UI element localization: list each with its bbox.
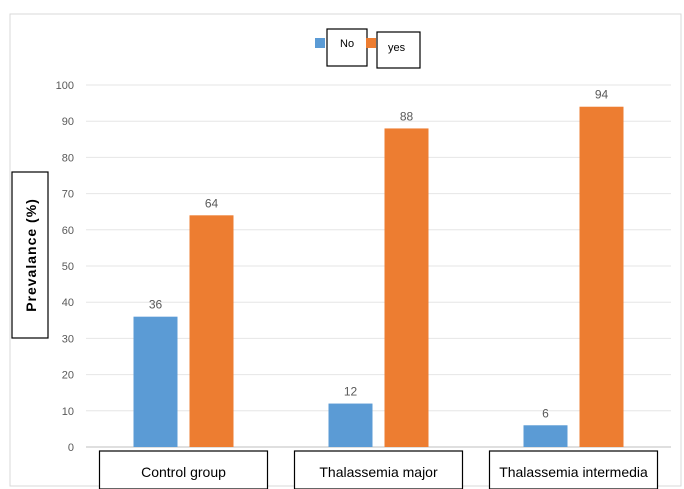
data-label: 64 xyxy=(205,196,219,210)
category-label: Thalassemia intermedia xyxy=(499,464,648,480)
category-labels: Control group Thalassemia major Thalassemi… xyxy=(98,450,659,489)
y-axis-title-box xyxy=(11,171,49,339)
bar xyxy=(189,215,234,447)
bar xyxy=(384,128,429,447)
category-label-box xyxy=(488,450,659,489)
legend-swatch-no xyxy=(315,38,325,48)
legend: No yes xyxy=(315,28,421,69)
y-tick-label: 30 xyxy=(62,333,74,345)
legend-box-no xyxy=(326,28,368,67)
y-tick-label: 40 xyxy=(62,297,74,309)
legend-swatch-yes xyxy=(366,38,376,48)
category-label-box xyxy=(98,450,269,489)
category-label: Thalassemia major xyxy=(319,464,438,480)
category-label-box xyxy=(293,450,464,489)
data-label: 6 xyxy=(542,406,549,420)
data-labels: 36 64 12 88 6 94 xyxy=(149,88,609,421)
bars xyxy=(133,106,624,447)
y-tick-label: 70 xyxy=(62,189,74,201)
bar xyxy=(523,425,568,447)
data-label: 88 xyxy=(400,109,414,123)
y-tick-label: 90 xyxy=(62,116,74,128)
data-label: 94 xyxy=(595,88,609,102)
y-tick-label: 80 xyxy=(62,152,74,164)
bar xyxy=(328,403,373,447)
data-label: 36 xyxy=(149,298,163,312)
data-label: 12 xyxy=(344,385,358,399)
y-tick-label: 50 xyxy=(62,261,74,273)
category-label: Control group xyxy=(141,464,226,480)
y-tick-label: 10 xyxy=(62,406,74,418)
bar xyxy=(579,106,624,447)
legend-label-yes: yes xyxy=(388,42,406,54)
y-axis-ticks: 0 10 20 30 40 50 60 70 80 90 100 xyxy=(56,80,74,454)
legend-label-no: No xyxy=(340,38,354,50)
gridlines xyxy=(86,84,671,412)
y-tick-label: 0 xyxy=(68,442,74,454)
y-axis-title-text: Prevalance (%) xyxy=(23,198,39,312)
bar xyxy=(133,316,178,447)
y-tick-label: 100 xyxy=(56,80,74,92)
y-axis-title: Prevalance (%) xyxy=(11,171,49,339)
legend-box-yes xyxy=(376,31,421,69)
y-tick-label: 60 xyxy=(62,225,74,237)
y-tick-label: 20 xyxy=(62,370,74,382)
